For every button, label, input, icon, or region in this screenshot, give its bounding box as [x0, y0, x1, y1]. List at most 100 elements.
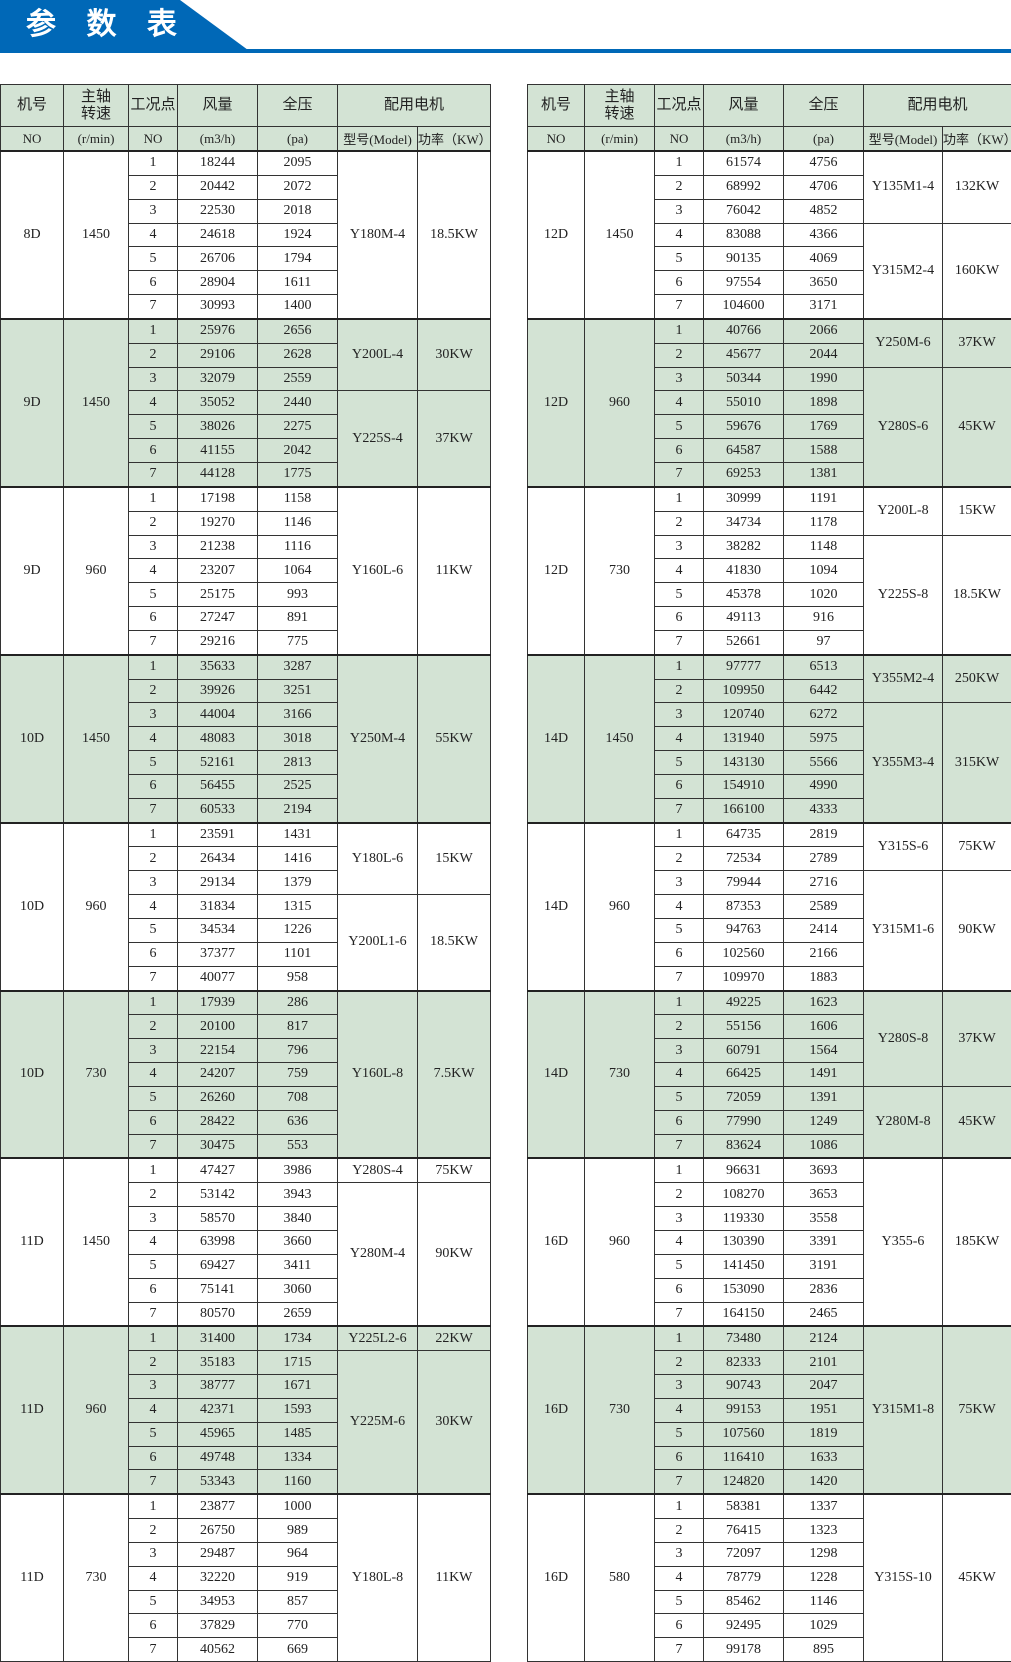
operating-point: 5 [655, 751, 704, 775]
spindle-speed: 960 [64, 487, 129, 655]
operating-point: 7 [129, 1638, 178, 1662]
air-flow: 26260 [178, 1086, 258, 1110]
operating-point: 7 [655, 1470, 704, 1494]
total-pressure: 1623 [784, 991, 864, 1015]
air-flow: 94763 [704, 919, 784, 943]
total-pressure: 958 [258, 966, 338, 990]
motor-model: Y135M1-4 [864, 151, 943, 223]
operating-point: 4 [655, 1566, 704, 1590]
air-flow: 35633 [178, 655, 258, 679]
operating-point: 5 [655, 583, 704, 607]
machine-no: 11D [1, 1494, 64, 1661]
total-pressure: 5566 [784, 751, 864, 775]
total-pressure: 1883 [784, 966, 864, 990]
operating-point: 6 [129, 439, 178, 463]
operating-point: 2 [655, 175, 704, 199]
operating-point: 7 [129, 1302, 178, 1326]
operating-point: 1 [129, 823, 178, 847]
total-pressure: 1611 [258, 271, 338, 295]
total-pressure: 636 [258, 1110, 338, 1134]
motor-model: Y355M3-4 [864, 703, 943, 823]
total-pressure: 1178 [784, 511, 864, 535]
motor-model: Y280S-4 [338, 1158, 418, 1182]
motor-power: 185KW [943, 1158, 1011, 1326]
operating-point: 2 [129, 1015, 178, 1039]
subheader-no: NO [1, 127, 64, 152]
air-flow: 17939 [178, 991, 258, 1015]
total-pressure: 1029 [784, 1614, 864, 1638]
operating-point: 5 [655, 247, 704, 271]
air-flow: 29134 [178, 871, 258, 895]
operating-point: 1 [655, 1326, 704, 1350]
motor-power: 250KW [943, 655, 1011, 703]
operating-point: 7 [129, 462, 178, 486]
air-flow: 35052 [178, 391, 258, 415]
total-pressure: 2042 [258, 439, 338, 463]
total-pressure: 1734 [258, 1326, 338, 1350]
motor-model: Y225L2-6 [338, 1326, 418, 1350]
total-pressure: 2819 [784, 823, 864, 847]
header-spindle-speed-text: 主轴 转速 [604, 89, 634, 122]
air-flow: 47427 [178, 1158, 258, 1182]
total-pressure: 3060 [258, 1278, 338, 1302]
machine-no: 11D [1, 1326, 64, 1494]
air-flow: 52661 [704, 630, 784, 654]
operating-point: 2 [129, 847, 178, 871]
total-pressure: 759 [258, 1063, 338, 1087]
machine-no: 16D [528, 1158, 585, 1326]
air-flow: 63998 [178, 1230, 258, 1254]
air-flow: 55156 [704, 1015, 784, 1039]
air-flow: 56455 [178, 774, 258, 798]
total-pressure: 4333 [784, 798, 864, 822]
operating-point: 6 [129, 607, 178, 631]
total-pressure: 1228 [784, 1566, 864, 1590]
operating-point: 5 [129, 751, 178, 775]
air-flow: 68992 [704, 175, 784, 199]
header-total-pressure: 全压 [258, 85, 338, 127]
header-total-pressure: 全压 [784, 85, 864, 127]
motor-power: 45KW [943, 1086, 1011, 1158]
total-pressure: 2101 [784, 1351, 864, 1375]
air-flow: 78779 [704, 1566, 784, 1590]
air-flow: 55010 [704, 391, 784, 415]
air-flow: 50344 [704, 367, 784, 391]
air-flow: 26750 [178, 1519, 258, 1543]
total-pressure: 919 [258, 1566, 338, 1590]
header-operating-point: 工况点 [129, 85, 178, 127]
operating-point: 1 [655, 991, 704, 1015]
operating-point: 3 [655, 1207, 704, 1231]
operating-point: 3 [129, 1542, 178, 1566]
total-pressure: 1086 [784, 1134, 864, 1158]
operating-point: 2 [655, 847, 704, 871]
motor-model: Y180M-4 [338, 151, 418, 319]
motor-model: Y250M-6 [864, 319, 943, 367]
air-flow: 99178 [704, 1638, 784, 1662]
total-pressure: 2813 [258, 751, 338, 775]
header-machine-no: 机号 [1, 85, 64, 127]
operating-point: 3 [655, 1375, 704, 1399]
total-pressure: 2656 [258, 319, 338, 343]
total-pressure: 2465 [784, 1302, 864, 1326]
air-flow: 32079 [178, 367, 258, 391]
total-pressure: 1315 [258, 895, 338, 919]
header-machine-no: 机号 [528, 85, 585, 127]
operating-point: 6 [129, 774, 178, 798]
operating-point: 3 [129, 367, 178, 391]
spindle-speed: 960 [64, 1326, 129, 1494]
total-pressure: 1381 [784, 462, 864, 486]
header-motor: 配用电机 [338, 85, 491, 127]
air-flow: 102560 [704, 942, 784, 966]
air-flow: 24207 [178, 1063, 258, 1087]
total-pressure: 3391 [784, 1230, 864, 1254]
total-pressure: 770 [258, 1614, 338, 1638]
air-flow: 109970 [704, 966, 784, 990]
operating-point: 7 [655, 1134, 704, 1158]
operating-point: 4 [129, 1398, 178, 1422]
operating-point: 7 [655, 1638, 704, 1662]
air-flow: 64587 [704, 439, 784, 463]
operating-point: 6 [655, 271, 704, 295]
total-pressure: 1951 [784, 1398, 864, 1422]
total-pressure: 989 [258, 1519, 338, 1543]
